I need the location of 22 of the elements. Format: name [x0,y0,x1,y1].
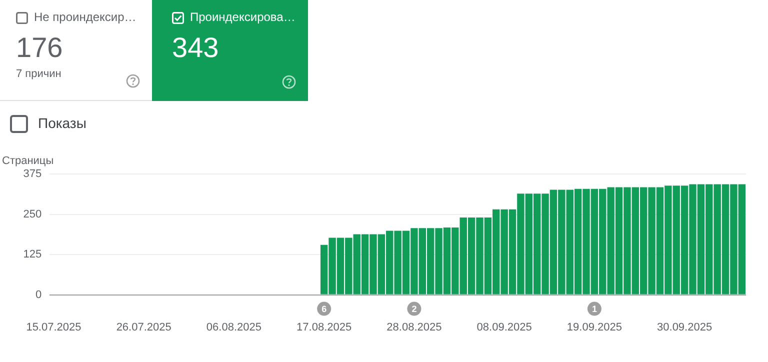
text: 343 [172,32,219,64]
x-tick-label: 17.08.2025 [296,321,352,334]
x-tick-label: 08.09.2025 [476,321,532,334]
y-tick-label: 375 [23,168,42,180]
text: 1 [592,304,597,314]
x-tick-label: 30.09.2025 [657,321,712,334]
x-tick-label: 26.07.2025 [116,321,172,334]
text: Не проиндексир… [33,10,136,24]
y-tick-label: 125 [23,248,42,261]
x-tick-label: 06.08.2025 [206,321,262,334]
text: 176 [16,32,63,64]
x-tick-label: 28.08.2025 [386,321,442,334]
text: 6 [322,304,327,314]
y-tick-label: 250 [23,208,42,220]
y-tick-label: 0 [36,288,42,301]
text: Проиндексирова… [189,10,296,24]
x-tick-label: 15.07.2025 [26,321,82,334]
text: 2 [412,304,417,314]
text: 7 причин [16,68,62,80]
text: Показы [37,115,86,133]
y-axis-title: Страницы [2,155,54,167]
x-tick-label: 19.09.2025 [566,321,622,334]
